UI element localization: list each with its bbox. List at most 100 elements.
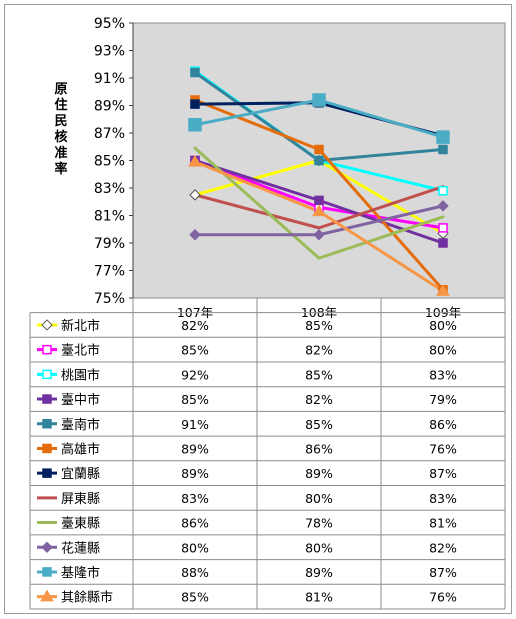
table-value-cell: 82% [305,343,333,358]
legend-key-marker [42,419,52,429]
y-title-char: 住 [54,97,67,113]
data-point-marker [190,99,200,109]
table-row: 其餘縣市 85% 81% 76% [37,590,457,606]
table-row: 臺南市 91% 85% 86% [37,417,457,433]
table-value-cell: 80% [181,540,209,555]
legend-key-marker [42,443,52,454]
data-point-marker [313,229,325,241]
table-value-cell: 83% [429,491,457,506]
table-value-cell: 76% [429,590,457,605]
table-value-cell: 85% [305,367,333,382]
legend-key-marker [41,541,53,553]
table-value-cell: 87% [429,565,457,580]
table-value-cell: 86% [429,417,457,432]
table-value-cell: 80% [429,318,457,333]
data-point-marker [436,130,450,144]
series-name: 臺東縣 [61,516,100,532]
data-point-marker [188,154,202,167]
legend-key-marker [42,344,52,355]
table-value-cell: 81% [305,590,333,605]
table-value-cell: 92% [181,367,209,382]
table-value-cell: 82% [181,318,209,333]
table-value-cell: 82% [429,540,457,555]
table-row: 桃園市 92% 85% 83% [37,367,457,383]
line-chart-with-data-table: 75% 77% 79% 81% 83% 85% 87% 89% 91% 93% 95% 原住民核准率… [29,16,506,610]
y-tick-label: 91% [94,71,125,87]
legend-key-marker [42,567,52,577]
series-line [193,185,445,230]
table-value-cell: 91% [181,417,209,432]
table-value-cell: 83% [429,367,457,382]
legend-key-marker [41,319,53,331]
y-tick-label: 79% [94,236,125,252]
chart-frame: 75% 77% 79% 81% 83% 85% 87% 89% 91% 93% 95% 原住民核准率… [4,4,512,614]
table-value-cell: 85% [305,417,333,432]
table-value-cell: 86% [181,516,209,531]
data-point-marker [312,93,326,107]
data-point-marker [189,189,201,201]
series-name: 桃園市 [61,367,100,383]
table-value-cell: 80% [305,491,333,506]
table-row: 新北市 82% 85% 80% [37,318,457,334]
series-markers [188,66,450,296]
series-name: 臺中市 [61,392,100,408]
data-point-marker [190,67,200,78]
table-value-cell: 85% [181,343,209,358]
data-point-marker [438,238,448,248]
table-value-cell: 89% [181,441,209,456]
y-title-char: 准 [54,145,67,161]
data-point-marker [436,284,450,296]
series-name: 臺南市 [61,417,100,433]
table-value-cell: 85% [181,392,209,407]
series-name: 基隆市 [61,565,100,581]
table-row: 高雄市 89% 86% 76% [37,441,457,457]
y-tick-label: 83% [94,181,125,197]
table-value-cell: 76% [429,441,457,456]
table-value-cell: 86% [305,441,333,456]
table-row: 基隆市 88% 89% 87% [37,565,457,581]
data-point-marker [437,200,449,212]
data-point-marker [314,195,324,206]
table-row: 花蓮縣 80% 80% 82% [37,540,457,556]
table-value-cell: 85% [181,590,209,605]
y-title-char: 民 [54,114,67,129]
table-value-cell: 79% [429,392,457,407]
data-point-marker [314,144,324,155]
y-tick-label: 77% [94,264,125,280]
y-tick-label: 87% [94,126,125,142]
legend-key-marker [42,394,52,404]
series-name: 其餘縣市 [61,590,113,606]
y-title-char: 核 [54,129,67,145]
table-value-cell: 78% [305,516,333,531]
y-title-char: 原 [54,82,67,97]
series-name: 臺北市 [61,343,100,359]
y-tick-label: 81% [94,209,125,225]
table-value-cell: 80% [305,540,333,555]
series-line [193,146,445,260]
table-value-cell: 85% [305,318,333,333]
legend-key-marker [42,369,52,380]
data-point-marker [438,223,448,233]
table-row: 臺中市 85% 82% 79% [37,392,457,408]
table-value-cell: 89% [305,565,333,580]
y-axis: 75% 77% 79% 81% 83% 85% 87% 89% 91% 93% 95% [94,16,134,307]
table-row: 屏東縣 83% 80% 83% [37,491,457,507]
series-name: 屏東縣 [61,491,100,507]
y-tick-label: 93% [94,44,125,60]
data-point-marker [438,186,448,196]
table-value-cell: 83% [181,491,209,506]
y-tick-label: 89% [94,99,125,115]
table-value-cell: 87% [429,466,457,481]
data-point-marker [188,118,202,132]
y-axis-title: 原住民核准率 [54,82,67,177]
y-tick-label: 95% [94,16,125,32]
y-tick-label: 75% [94,291,125,307]
series-name: 高雄市 [61,441,100,457]
table-value-cell: 88% [181,565,209,580]
legend-key-marker [40,589,54,602]
table-value-cell: 81% [429,516,457,531]
legend-key-marker [42,468,52,478]
table-value-cell: 89% [181,466,209,481]
data-point-marker [312,204,326,217]
